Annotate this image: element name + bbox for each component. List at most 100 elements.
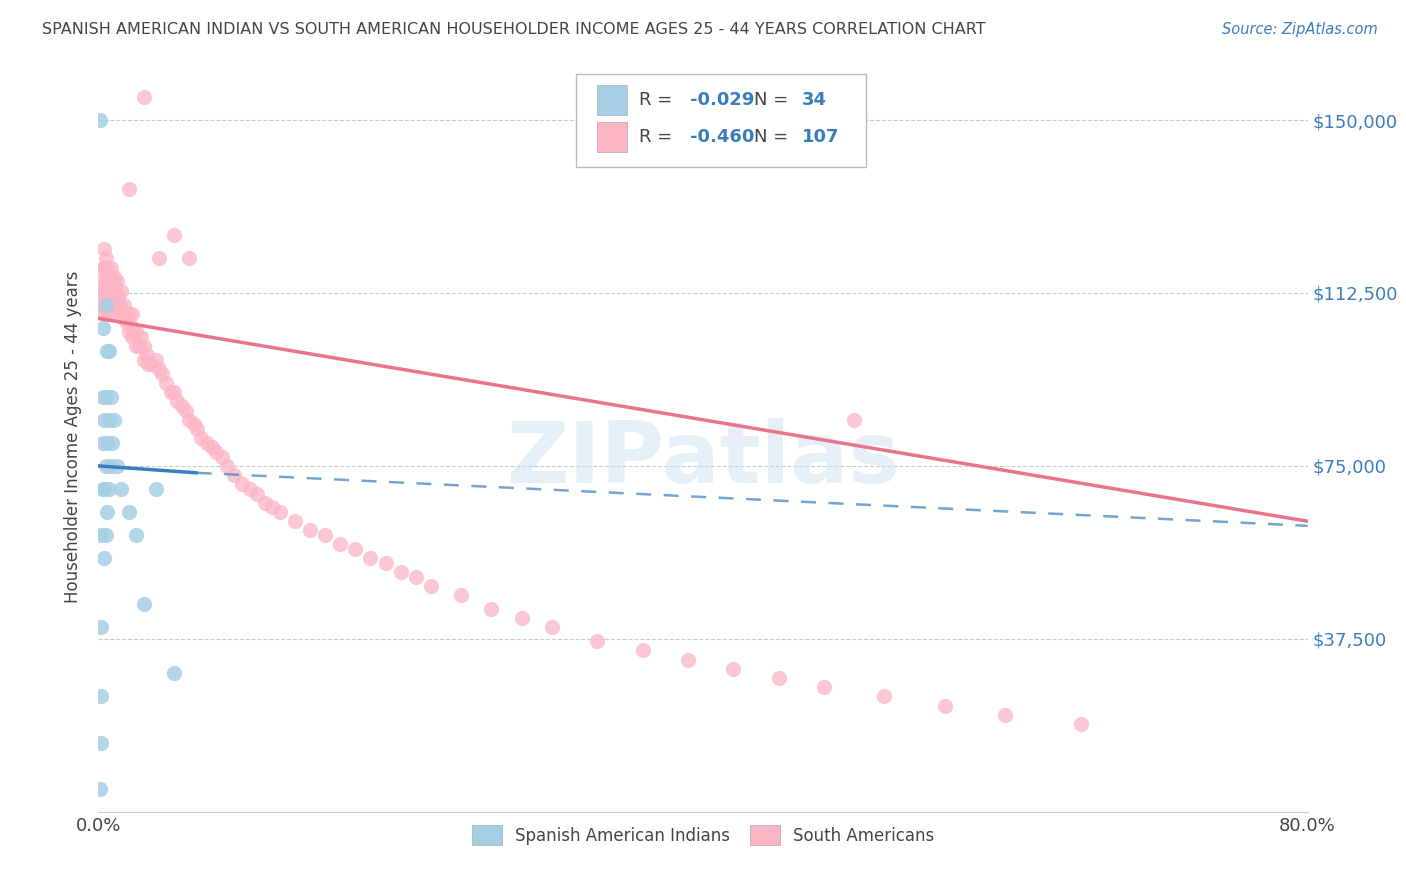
Point (723, 662, 745, 676)
Text: N =: N = (754, 91, 794, 109)
Point (163, 228, 186, 243)
Point (94, 458, 117, 473)
Point (163, 385, 186, 400)
Point (111, 311, 134, 326)
Point (186, 422, 208, 436)
Text: R =: R = (638, 128, 678, 146)
Text: 34: 34 (803, 91, 827, 109)
Text: -0.460: -0.460 (690, 128, 754, 146)
Point (450, 588, 472, 602)
Point (93, 413, 115, 427)
Point (132, 352, 155, 367)
Point (118, 325, 141, 339)
Point (155, 376, 177, 390)
Point (115, 316, 138, 330)
Point (94, 297, 117, 311)
Point (101, 435, 124, 450)
Point (101, 275, 124, 289)
Point (96, 307, 118, 321)
Point (1070, 717, 1092, 731)
Point (374, 556, 396, 570)
Text: ZIPatlas: ZIPatlas (506, 418, 900, 501)
Point (96, 505, 118, 519)
Point (101, 297, 124, 311)
Text: N =: N = (754, 128, 794, 146)
Point (110, 302, 132, 317)
FancyBboxPatch shape (576, 74, 866, 168)
Point (96, 435, 118, 450)
Point (360, 551, 382, 566)
FancyBboxPatch shape (596, 85, 627, 115)
Point (231, 477, 253, 491)
Point (844, 413, 866, 427)
Point (136, 358, 159, 372)
Point (110, 482, 132, 496)
Point (179, 252, 201, 266)
Point (269, 505, 291, 519)
Point (100, 284, 122, 298)
Point (91, 435, 114, 450)
Point (344, 541, 367, 556)
Point (110, 284, 132, 298)
Point (132, 339, 155, 353)
Point (329, 537, 352, 551)
Point (121, 330, 143, 344)
Point (105, 293, 128, 307)
Point (91, 390, 114, 404)
Point (105, 275, 128, 289)
Point (107, 307, 129, 321)
Point (98, 343, 121, 358)
Point (91, 288, 114, 302)
Point (132, 597, 155, 611)
Point (105, 458, 128, 473)
Point (141, 358, 163, 372)
Point (284, 514, 307, 528)
Text: SPANISH AMERICAN INDIAN VS SOUTH AMERICAN HOUSEHOLDER INCOME AGES 25 - 44 YEARS : SPANISH AMERICAN INDIAN VS SOUTH AMERICA… (42, 22, 986, 37)
Point (224, 468, 246, 483)
Point (299, 524, 322, 538)
Point (215, 458, 238, 473)
Point (104, 279, 127, 293)
Point (128, 339, 150, 353)
Point (994, 707, 1017, 722)
Point (205, 445, 228, 459)
Point (676, 652, 699, 666)
Legend: Spanish American Indians, South Americans: Spanish American Indians, South American… (465, 819, 941, 852)
Point (91, 320, 114, 334)
Text: 107: 107 (803, 128, 839, 146)
Point (586, 634, 609, 648)
Point (145, 352, 167, 367)
Point (114, 311, 136, 326)
Point (314, 528, 336, 542)
Point (100, 307, 122, 321)
Point (129, 330, 152, 344)
Point (93, 260, 115, 275)
Point (132, 90, 155, 104)
Point (103, 288, 125, 302)
Point (201, 441, 224, 455)
Point (768, 671, 790, 685)
Text: Source: ZipAtlas.com: Source: ZipAtlas.com (1222, 22, 1378, 37)
Point (96, 343, 118, 358)
Point (98, 269, 121, 284)
Point (90, 297, 112, 311)
Point (166, 394, 188, 409)
Point (107, 288, 129, 302)
Text: -0.029: -0.029 (690, 91, 754, 109)
Point (148, 252, 170, 266)
Point (100, 458, 122, 473)
Point (262, 500, 284, 515)
Point (108, 297, 131, 311)
Point (179, 413, 201, 427)
Point (873, 690, 896, 704)
Point (94, 275, 117, 289)
Point (103, 269, 125, 284)
Point (90, 735, 112, 749)
Point (90, 620, 112, 634)
Point (90, 275, 112, 289)
Point (934, 698, 956, 713)
Point (405, 569, 427, 583)
Point (239, 482, 262, 496)
Point (89, 781, 111, 796)
Point (813, 680, 835, 694)
